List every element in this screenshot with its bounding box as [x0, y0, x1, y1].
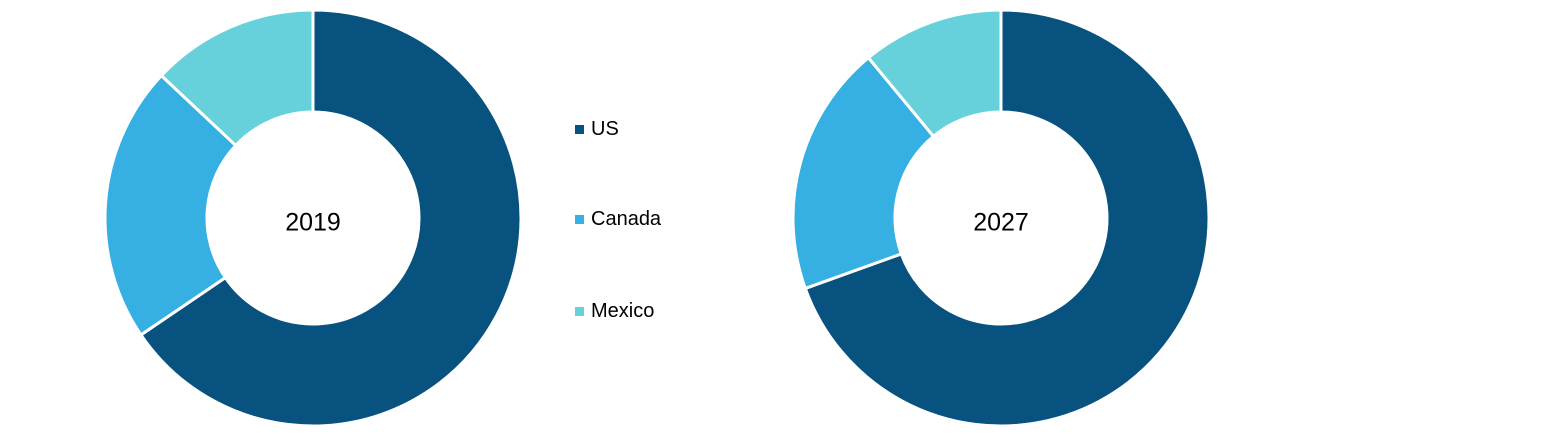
legend-item-us: US: [575, 118, 619, 141]
slice-us-2019: [138, 8, 523, 428]
legend-swatch-us: [575, 125, 584, 134]
legend-swatch-canada: [575, 215, 584, 224]
legend-label-us: US: [591, 118, 619, 140]
slice-us-2027: [803, 8, 1211, 428]
legend-label-mexico: Mexico: [591, 300, 655, 322]
donut-chart-2027: 2027: [791, 8, 1211, 428]
slice-canada-2019: [103, 73, 238, 337]
donut-center-label: 2027: [973, 209, 1029, 237]
donut-center-label: 2019: [285, 209, 341, 237]
legend-item-canada: Canada: [575, 208, 661, 231]
legend-label-canada: Canada: [591, 208, 662, 230]
slice-mexico-2019: [159, 8, 315, 148]
slice-mexico-2027: [866, 8, 1003, 139]
legend-item-mexico: Mexico: [575, 300, 654, 323]
legend-swatch-mexico: [575, 307, 584, 316]
slice-canada-2027: [791, 55, 936, 291]
donut-chart-2019: 2019: [103, 8, 523, 428]
